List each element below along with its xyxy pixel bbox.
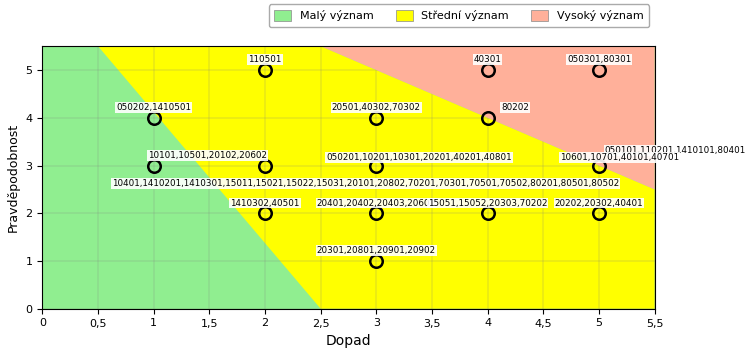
Text: 20401,20402,20403,20601: 20401,20402,20403,20601: [317, 198, 436, 208]
Text: 050101,110201,1410101,80401: 050101,110201,1410101,80401: [605, 146, 746, 155]
Text: 050201,10201,10301,20201,40201,40801: 050201,10201,10301,20201,40201,40801: [326, 153, 512, 162]
Text: 050301,80301: 050301,80301: [567, 55, 631, 64]
Text: 15051,15052,20303,70202: 15051,15052,20303,70202: [428, 198, 547, 208]
Polygon shape: [321, 46, 655, 190]
Text: 110501: 110501: [248, 55, 282, 64]
Legend: Malý význam, Střední význam, Vysoký význam: Malý význam, Střední význam, Vysoký význ…: [269, 4, 649, 27]
X-axis label: Dopad: Dopad: [325, 334, 371, 348]
Text: 10101,10501,20102,20602: 10101,10501,20102,20602: [148, 151, 267, 160]
Text: 20202,20302,40401: 20202,20302,40401: [555, 198, 643, 208]
Text: 20501,40302,70302: 20501,40302,70302: [332, 103, 421, 112]
Text: 10601,10701,40101,40701: 10601,10701,40101,40701: [560, 153, 680, 162]
Text: 40301: 40301: [473, 55, 501, 64]
Text: 10401,1410201,1410301,15011,15021,15022,15031,20101,20802,70201,70301,70501,7050: 10401,1410201,1410301,15011,15021,15022,…: [112, 179, 619, 188]
Text: 050202,1410501: 050202,1410501: [116, 103, 191, 112]
Y-axis label: Pravděpodobnost: Pravděpodobnost: [7, 123, 20, 232]
Polygon shape: [98, 46, 655, 309]
Text: 20301,20801,20901,20902: 20301,20801,20901,20902: [317, 246, 436, 255]
Text: 80202: 80202: [501, 103, 529, 112]
Text: 1410302,40501: 1410302,40501: [230, 198, 300, 208]
